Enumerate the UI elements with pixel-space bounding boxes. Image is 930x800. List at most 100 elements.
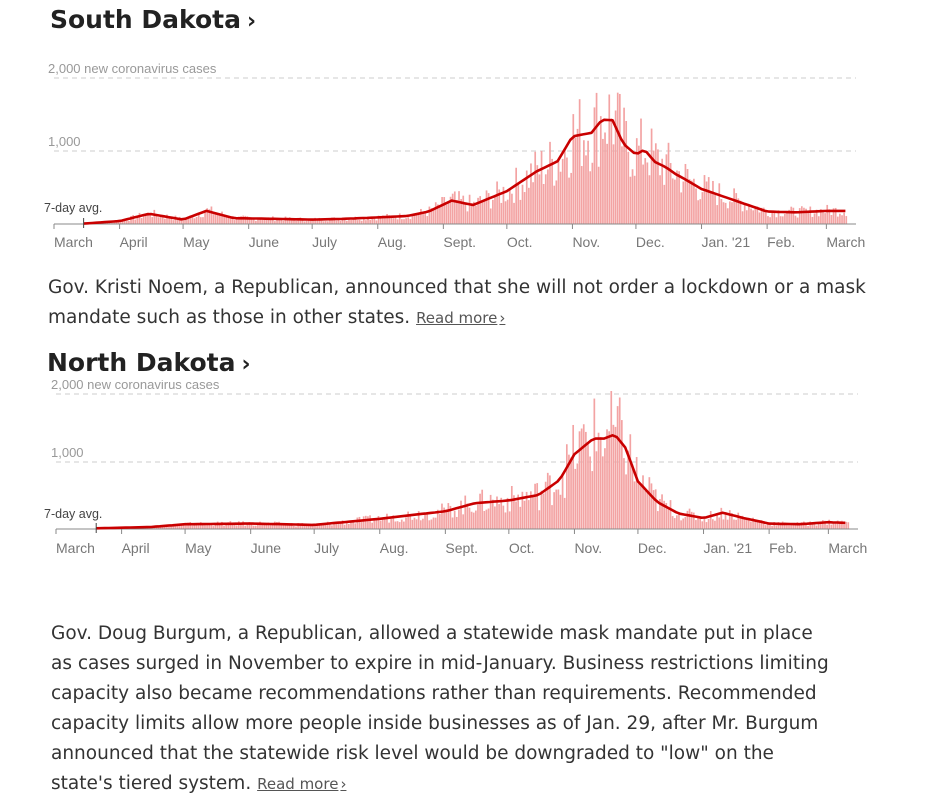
daily-case-bar [775,217,778,224]
daily-case-bar [407,511,409,529]
daily-case-bar [771,525,773,529]
daily-case-bar [817,523,820,529]
daily-case-bar [517,182,520,224]
daily-case-bar [735,519,737,529]
daily-case-bar [155,215,158,224]
daily-case-bar [460,199,462,224]
daily-case-bar [659,499,661,529]
daily-case-bar [718,517,721,529]
daily-case-bar [386,213,388,224]
daily-case-bar [426,512,429,529]
daily-case-bar [737,198,740,224]
daily-case-bar [646,162,649,224]
daily-case-bar [379,520,382,529]
state-title[interactable]: South Dakota › [50,5,256,34]
daily-case-bar [709,192,712,224]
daily-case-bar [204,212,206,224]
daily-case-bar [178,216,181,224]
daily-case-bar [360,220,363,224]
daily-case-bar [629,434,632,529]
daily-case-bar [506,497,509,529]
daily-case-bar [733,188,735,224]
daily-case-bar [781,216,784,224]
daily-case-bar [616,406,619,529]
daily-case-bar [625,121,628,224]
daily-case-bar [587,140,589,224]
daily-case-bar [191,215,194,224]
daily-case-bar [500,497,503,529]
daily-case-bar [358,219,361,224]
daily-case-bar [341,219,344,224]
daily-case-bar [773,211,776,224]
daily-case-bar [506,199,509,224]
daily-case-bar [572,424,575,529]
daily-case-bar [265,217,268,224]
daily-case-bar [398,522,401,529]
daily-case-bar [502,505,505,529]
state-title[interactable]: North Dakota › [47,348,251,377]
daily-case-bar [441,197,443,224]
daily-case-bar [510,486,513,529]
daily-case-bar [310,218,312,224]
daily-case-bar [216,521,219,529]
daily-case-bar [820,209,822,224]
daily-case-bar [722,202,725,224]
daily-case-bar [741,515,744,529]
daily-case-bar [563,148,566,224]
daily-case-bar [711,519,714,529]
daily-case-bar [618,397,621,529]
daily-case-bar [513,202,515,224]
daily-case-bar [474,510,477,529]
chevron-right-icon: › [499,309,506,327]
daily-case-bar [608,431,610,529]
read-more-link[interactable]: Read more › [257,775,346,793]
daily-case-bar [297,523,299,529]
daily-case-bar [798,208,801,224]
daily-case-bar [183,220,185,224]
daily-case-bar [559,494,562,529]
daily-case-bar [726,208,729,224]
daily-case-bar [354,216,357,224]
daily-case-bar [815,525,818,529]
x-tick-label: Aug. [380,540,409,556]
daily-case-bar [779,523,782,529]
daily-case-bar [449,505,452,529]
daily-case-bar [716,205,719,224]
daily-case-bar [307,218,310,224]
daily-case-bar [326,221,329,224]
daily-case-bar [288,523,291,529]
daily-case-bar [640,118,642,224]
daily-case-bar [731,513,733,529]
x-tick-label: July [314,540,339,556]
daily-case-bar [468,194,471,224]
daily-case-bar [202,217,204,224]
daily-case-bar [705,522,708,529]
daily-case-bar [307,524,310,529]
daily-case-bar [824,213,826,224]
daily-case-bar [847,522,850,529]
daily-case-bar [176,219,179,224]
daily-case-bar [250,523,253,529]
daily-case-bar [521,491,524,529]
daily-case-bar [269,219,272,224]
read-more-link[interactable]: Read more › [416,309,505,327]
daily-case-bar [756,521,759,529]
daily-case-bar [246,216,249,224]
daily-case-bar [221,521,223,529]
daily-case-bar [318,217,321,224]
daily-case-bar [485,509,488,529]
daily-case-bar [580,166,583,224]
daily-case-bar [826,524,828,529]
daily-case-bar [328,524,331,529]
daily-case-bar [606,143,608,224]
daily-case-bar [777,522,780,529]
daily-case-bar [424,512,426,529]
daily-case-bar [290,523,293,529]
daily-case-bar [208,523,211,529]
daily-case-bar [519,199,522,224]
daily-case-bar [682,181,685,224]
daily-case-bar [314,523,316,529]
daily-case-bar [305,220,308,224]
daily-case-bar [729,201,731,224]
daily-case-bar [841,215,843,224]
